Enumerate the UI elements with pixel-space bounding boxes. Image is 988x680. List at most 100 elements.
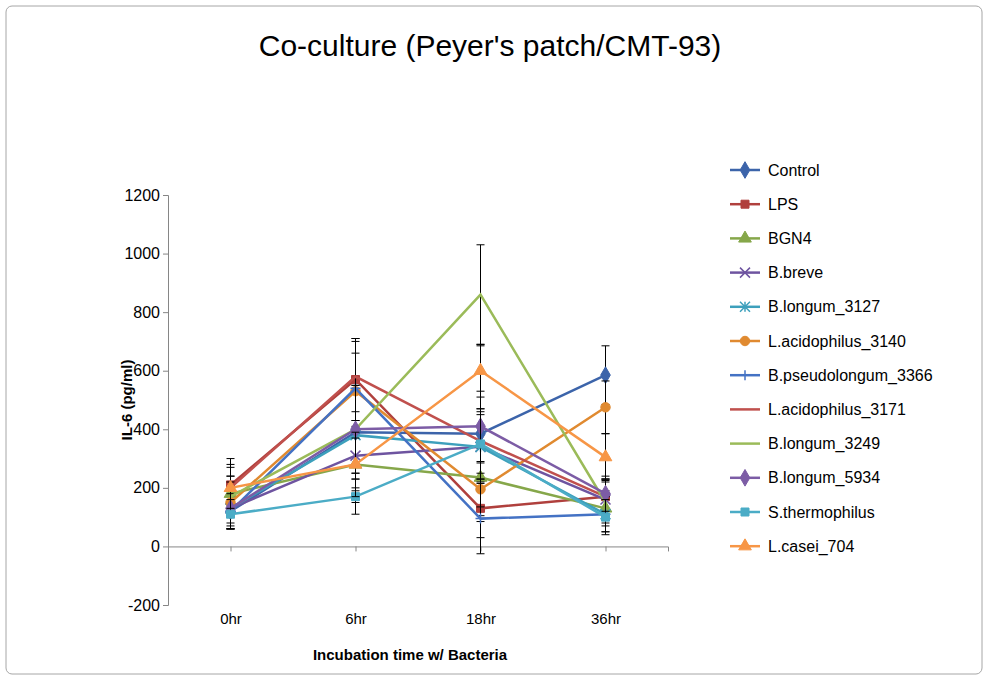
y-tick-mark <box>163 371 168 372</box>
x-tick: 6hr <box>345 546 367 626</box>
legend-entry: BGN4 <box>730 230 812 247</box>
legend-label: BGN4 <box>768 230 812 247</box>
legend-label: B.longum_5934 <box>768 469 880 487</box>
legend-entry: L.casei_704 <box>730 538 854 556</box>
error-bar-segment <box>602 499 610 500</box>
x-axis: 0hr6hr18hr36hr <box>169 546 669 626</box>
chart-frame <box>6 6 982 674</box>
series <box>226 415 611 529</box>
error-bar-segment <box>602 534 610 535</box>
legend-entry: L.acidophilus_3140 <box>730 333 906 351</box>
legend-marker <box>740 469 750 486</box>
y-tick-mark <box>163 488 168 489</box>
y-tick-label: 1200 <box>124 187 160 204</box>
y-tick: 800 <box>133 304 168 321</box>
marker <box>349 457 362 468</box>
series-line <box>231 435 606 514</box>
chart: Co-culture (Peyer's patch/CMT-93)-200020… <box>0 0 988 680</box>
series <box>226 346 611 529</box>
series-line <box>231 426 606 508</box>
series <box>226 353 610 523</box>
legend-entry: L.acidophilus_3171 <box>730 401 906 419</box>
x-axis-title: Incubation time w/ Bacteria <box>313 646 508 663</box>
legend-marker <box>741 508 749 516</box>
legend-label: L.casei_704 <box>768 538 854 556</box>
error-bar-segment <box>477 479 485 480</box>
error-bar-segment <box>477 397 485 398</box>
legend-entry: LPS <box>730 196 798 213</box>
y-axis-title: IL-6 (pg/ml) <box>118 360 135 441</box>
legend-swatch <box>730 408 760 411</box>
legend-label: B.pseudolongum_3366 <box>768 367 933 385</box>
marker <box>224 481 237 492</box>
y-tick-mark <box>163 254 168 255</box>
y-tick-label: -200 <box>128 597 160 614</box>
error-bar-segment <box>352 385 360 386</box>
series <box>227 409 610 535</box>
error-bar <box>477 409 485 479</box>
x-axis-line <box>169 547 669 552</box>
y-tick: -200 <box>128 597 168 614</box>
error-bar-segment <box>227 528 235 529</box>
x-tick-label: 6hr <box>345 610 367 627</box>
error-bar-segment <box>477 479 485 480</box>
error-bar-segment <box>352 496 360 497</box>
y-tick-label: 200 <box>133 479 160 496</box>
error-bar <box>477 483 485 553</box>
error-bar-segment <box>352 385 360 386</box>
legend-label: B.longum_3249 <box>768 435 880 453</box>
legend-entry: B.longum_5934 <box>730 469 880 487</box>
legend-entry: Control <box>730 162 820 179</box>
error-bar-segment <box>477 244 485 245</box>
legend-label: L.acidophilus_3140 <box>768 333 906 351</box>
legend-marker <box>739 539 752 550</box>
y-tick: 400 <box>133 421 168 438</box>
series <box>224 344 612 508</box>
error-bar-segment <box>602 345 610 346</box>
y-tick-label: 600 <box>133 362 160 379</box>
x-tick-mark <box>231 546 232 551</box>
y-tick: 600 <box>133 362 168 379</box>
y-tick-label: 0 <box>151 538 160 555</box>
series-line <box>231 444 606 517</box>
y-tick-mark <box>163 195 168 196</box>
legend-label: L.acidophilus_3171 <box>768 401 906 419</box>
error-bar-segment <box>227 528 235 529</box>
error-bar-segment <box>477 344 485 345</box>
marker <box>477 440 485 448</box>
error-bar-segment <box>227 464 235 465</box>
series <box>227 245 610 523</box>
y-tick: 0 <box>151 538 168 555</box>
series <box>226 391 611 532</box>
series <box>226 385 611 528</box>
series <box>226 339 611 554</box>
legend-swatch <box>730 442 760 445</box>
error-bar-segment <box>477 408 485 409</box>
legend-marker <box>740 268 750 278</box>
marker <box>601 485 611 502</box>
series-line <box>231 371 606 488</box>
legend-label: B.longum_3127 <box>768 298 880 316</box>
error-bar-segment <box>602 433 610 434</box>
legend-entry: B.longum_3127 <box>730 298 880 316</box>
error-bar-segment <box>477 479 485 480</box>
error-bar-segment <box>227 467 235 468</box>
y-tick: 1200 <box>124 187 168 204</box>
legend: ControlLPSBGN4B.breveB.longum_3127L.acid… <box>730 162 933 556</box>
legend-label: S.thermophilus <box>768 504 875 521</box>
x-tick: 0hr <box>220 546 242 626</box>
series-line <box>231 377 606 497</box>
error-bar-segment <box>602 380 610 381</box>
error-bar-segment <box>352 432 360 433</box>
error-bar-segment <box>227 508 235 509</box>
legend-entry: B.pseudolongum_3366 <box>730 367 933 385</box>
x-tick-label: 0hr <box>220 610 242 627</box>
error-bar <box>602 500 610 535</box>
error-bar-segment <box>477 344 485 345</box>
error-bar-segment <box>227 528 235 529</box>
legend-label: Control <box>768 162 820 179</box>
y-tick: 200 <box>133 479 168 496</box>
legend-marker <box>740 370 750 380</box>
legend-marker <box>740 162 750 179</box>
error-bar <box>602 381 610 434</box>
